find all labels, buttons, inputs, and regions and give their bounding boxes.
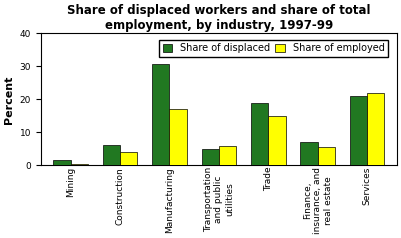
Y-axis label: Percent: Percent [4,75,14,124]
Bar [251,103,268,165]
Bar [350,96,367,165]
Legend: Share of displaced, Share of employed: Share of displaced, Share of employed [159,40,389,57]
Bar [219,146,236,165]
Bar [170,109,187,165]
Bar [367,93,385,165]
Bar [268,116,286,165]
Bar [300,142,318,165]
Bar [202,149,219,165]
Bar [103,145,120,165]
Bar [318,147,335,165]
Bar [152,64,170,165]
Title: Share of displaced workers and share of total
employment, by industry, 1997-99: Share of displaced workers and share of … [67,4,371,32]
Bar [120,152,137,165]
Bar [53,160,71,165]
Bar [71,164,88,165]
